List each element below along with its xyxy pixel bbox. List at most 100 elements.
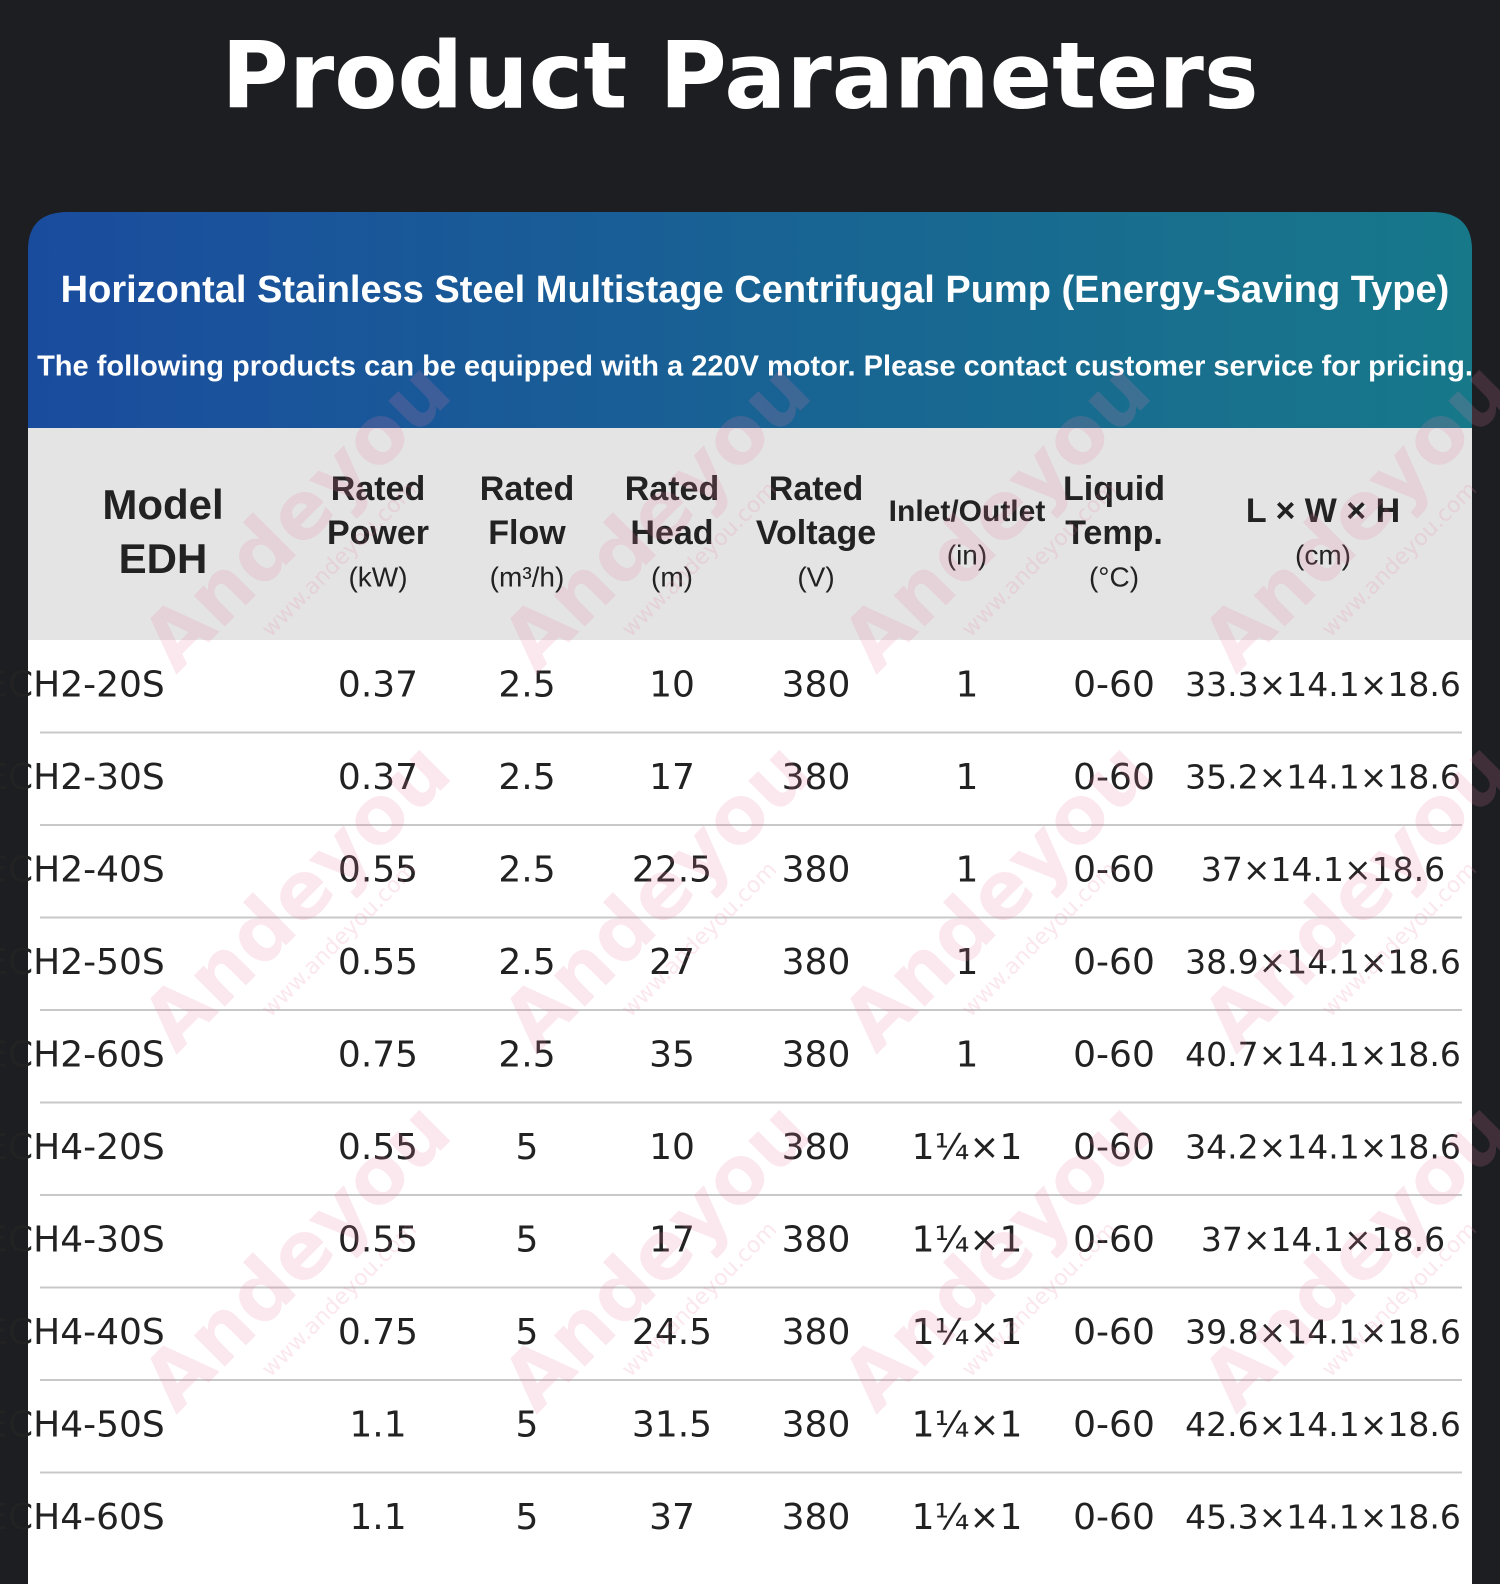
table-header xyxy=(28,428,1472,640)
value-cell: 1¼×1 xyxy=(912,1219,1023,1260)
value-cell: 39.8×14.1×18.6 xyxy=(1185,1312,1461,1351)
value-cell: 1 xyxy=(956,1034,979,1075)
value-cell: 0-60 xyxy=(1073,1497,1155,1538)
value-cell: 0.55 xyxy=(338,849,418,890)
header-text: EDH xyxy=(119,535,208,582)
value-cell: 380 xyxy=(782,1497,851,1538)
page-title: Product Parameters xyxy=(221,22,1258,129)
value-cell: 37×14.1×18.6 xyxy=(1201,1220,1445,1259)
value-cell: 0.37 xyxy=(338,664,418,705)
model-cell: ECH4-50S xyxy=(0,1404,165,1445)
value-cell: 2.5 xyxy=(498,664,555,705)
model-cell: ECH4-30S xyxy=(0,1219,165,1260)
value-cell: 2.5 xyxy=(498,757,555,798)
value-cell: 35.2×14.1×18.6 xyxy=(1185,757,1461,796)
value-cell: 5 xyxy=(516,1127,539,1168)
header-text: Liquid xyxy=(1063,470,1165,508)
header-text: Voltage xyxy=(756,514,876,552)
header-text: Rated xyxy=(480,470,574,508)
model-cell: ECH2-50S xyxy=(0,942,165,983)
header-text: Head xyxy=(630,514,713,552)
value-cell: 17 xyxy=(649,1219,695,1260)
header-text: L × W × H xyxy=(1246,492,1400,530)
value-cell: 0-60 xyxy=(1073,1034,1155,1075)
value-cell: 380 xyxy=(782,1034,851,1075)
value-cell: 2.5 xyxy=(498,1034,555,1075)
header-text: Rated xyxy=(625,470,719,508)
model-cell: ECH2-20S xyxy=(0,664,165,705)
banner xyxy=(28,212,1472,428)
value-cell: 17 xyxy=(649,757,695,798)
value-cell: 31.5 xyxy=(632,1404,712,1445)
header-text: Rated xyxy=(769,470,863,508)
value-cell: 0-60 xyxy=(1073,1404,1155,1445)
value-cell: 0.55 xyxy=(338,1127,418,1168)
header-text: (m) xyxy=(651,561,693,592)
model-cell: ECH4-20S xyxy=(0,1127,165,1168)
value-cell: 380 xyxy=(782,664,851,705)
header-text: (°C) xyxy=(1089,561,1139,592)
value-cell: 0.55 xyxy=(338,942,418,983)
value-cell: 0.55 xyxy=(338,1219,418,1260)
value-cell: 5 xyxy=(516,1497,539,1538)
value-cell: 380 xyxy=(782,942,851,983)
header-text: Temp. xyxy=(1065,514,1163,552)
value-cell: 0-60 xyxy=(1073,942,1155,983)
value-cell: 0-60 xyxy=(1073,1219,1155,1260)
value-cell: 10 xyxy=(649,1127,695,1168)
value-cell: 5 xyxy=(516,1219,539,1260)
header-text: (kW) xyxy=(348,561,407,592)
value-cell: 380 xyxy=(782,757,851,798)
value-cell: 2.5 xyxy=(498,942,555,983)
value-cell: 0-60 xyxy=(1073,1127,1155,1168)
value-cell: 0.75 xyxy=(338,1034,418,1075)
table: Model EDH Rated Power (kW) Rated Flow (m³/h) Rat… xyxy=(0,470,1462,1538)
header-text: Flow xyxy=(488,514,566,552)
value-cell: 380 xyxy=(782,1404,851,1445)
value-cell: 42.6×14.1×18.6 xyxy=(1185,1405,1461,1444)
card xyxy=(28,212,1472,1584)
header-text: (in) xyxy=(947,539,987,570)
value-cell: 1¼×1 xyxy=(912,1497,1023,1538)
header-text: Model xyxy=(102,481,223,528)
value-cell: 1¼×1 xyxy=(912,1127,1023,1168)
value-cell: 1.1 xyxy=(349,1404,406,1445)
value-cell: 40.7×14.1×18.6 xyxy=(1185,1035,1461,1074)
value-cell: 1¼×1 xyxy=(912,1312,1023,1353)
value-cell: 38.9×14.1×18.6 xyxy=(1185,942,1461,981)
value-cell: 0.75 xyxy=(338,1312,418,1353)
value-cell: 24.5 xyxy=(632,1312,712,1353)
value-cell: 1¼×1 xyxy=(912,1404,1023,1445)
value-cell: 37 xyxy=(649,1497,695,1538)
header-text: (cm) xyxy=(1295,539,1351,570)
header-text: Inlet/Outlet xyxy=(889,495,1046,528)
value-cell: 0-60 xyxy=(1073,1312,1155,1353)
value-cell: 380 xyxy=(782,1312,851,1353)
value-cell: 0.37 xyxy=(338,757,418,798)
value-cell: 2.5 xyxy=(498,849,555,890)
model-cell: ECH4-40S xyxy=(0,1312,165,1353)
header-text: Rated xyxy=(331,470,425,508)
value-cell: 5 xyxy=(516,1312,539,1353)
value-cell: 1.1 xyxy=(349,1497,406,1538)
value-cell: 33.3×14.1×18.6 xyxy=(1185,665,1461,704)
value-cell: 1 xyxy=(956,757,979,798)
value-cell: 45.3×14.1×18.6 xyxy=(1185,1497,1461,1536)
value-cell: 10 xyxy=(649,664,695,705)
value-cell: 0-60 xyxy=(1073,849,1155,890)
model-cell: ECH2-30S xyxy=(0,757,165,798)
value-cell: 1 xyxy=(956,849,979,890)
value-cell: 0-60 xyxy=(1073,664,1155,705)
value-cell: 27 xyxy=(649,942,695,983)
value-cell: 0-60 xyxy=(1073,757,1155,798)
value-cell: 380 xyxy=(782,849,851,890)
value-cell: 1 xyxy=(956,664,979,705)
value-cell: 5 xyxy=(516,1404,539,1445)
model-cell: ECH2-60S xyxy=(0,1034,165,1075)
header-text: (V) xyxy=(797,561,834,592)
banner-title: Horizontal Stainless Steel Multistage Ce… xyxy=(61,269,1450,311)
model-cell: ECH4-60S xyxy=(0,1497,165,1538)
value-cell: 34.2×14.1×18.6 xyxy=(1185,1127,1461,1166)
model-cell: ECH2-40S xyxy=(0,849,165,890)
value-cell: 380 xyxy=(782,1127,851,1168)
